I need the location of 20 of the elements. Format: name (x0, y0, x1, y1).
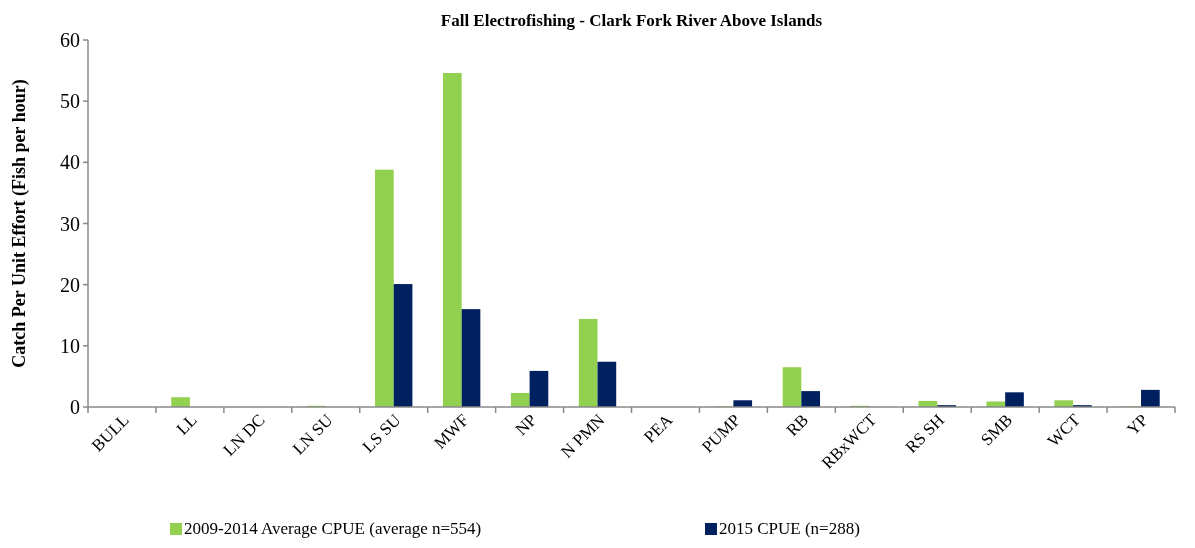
y-tick-label: 40 (60, 151, 80, 174)
y-tick-label: 10 (60, 334, 80, 357)
x-tick-label: LS SU (358, 410, 405, 457)
y-tick-label: 20 (60, 273, 80, 296)
x-tick-label: RB (782, 410, 813, 440)
y-tick-label: 60 (60, 29, 80, 51)
x-tick-label: LN SU (288, 410, 337, 459)
y-axis-title: Catch Per Unit Effort (Fish per hour) (9, 79, 30, 368)
y-tick-label: 50 (60, 90, 80, 113)
legend-label: 2009-2014 Average CPUE (average n=554) (184, 519, 482, 538)
y-tick-label: 0 (70, 396, 80, 418)
x-tick-label: LL (172, 410, 201, 439)
x-tick-label: RS SH (901, 410, 949, 457)
legend-label: 2015 CPUE (n=288) (719, 519, 860, 538)
x-tick-label: PEA (640, 409, 677, 447)
x-tick-label: LN DC (219, 410, 269, 460)
x-tick-label: NP (511, 410, 541, 440)
chart-title: Fall Electrofishing - Clark Fork River Above Islands (440, 11, 823, 30)
y-tick-label: 30 (60, 212, 80, 235)
x-tick-label: YP (1123, 410, 1152, 440)
